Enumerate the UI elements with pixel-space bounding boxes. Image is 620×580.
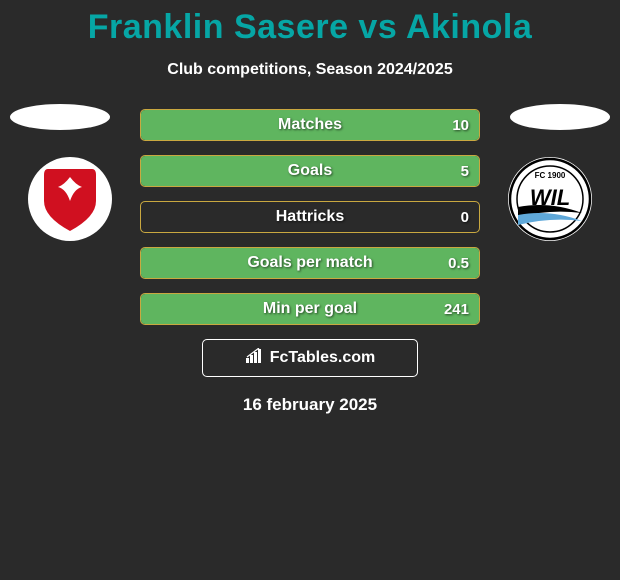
attribution-box: FcTables.com: [202, 339, 418, 377]
comparison-title: Franklin Sasere vs Akinola: [0, 0, 620, 47]
player-oval-left: [10, 104, 110, 130]
stat-label: Goals: [141, 156, 479, 186]
comparison-subtitle: Club competitions, Season 2024/2025: [0, 61, 620, 79]
club-logo-left: [20, 157, 120, 241]
stat-row-gpm: Goals per match 0.5: [140, 247, 480, 279]
attribution-text: FcTables.com: [270, 349, 376, 367]
stat-label: Hattricks: [141, 202, 479, 232]
stats-panel: Matches 10 Goals 5 Hattricks 0 Goals per…: [140, 109, 480, 325]
player-oval-right: [510, 104, 610, 130]
stat-value: 10: [452, 110, 469, 140]
stat-value: 0: [461, 202, 469, 232]
stat-value: 241: [444, 294, 469, 324]
stat-row-mpg: Min per goal 241: [140, 293, 480, 325]
club-logo-right: FC 1900 WIL: [500, 157, 600, 241]
stat-value: 0.5: [448, 248, 469, 278]
stat-row-goals: Goals 5: [140, 155, 480, 187]
stat-row-matches: Matches 10: [140, 109, 480, 141]
stat-label: Goals per match: [141, 248, 479, 278]
comparison-container: FC 1900 WIL Matches 10 Goals 5 Hattricks…: [0, 109, 620, 415]
svg-text:FC 1900: FC 1900: [535, 171, 566, 180]
stat-row-hattricks: Hattricks 0: [140, 201, 480, 233]
stat-label: Min per goal: [141, 294, 479, 324]
stat-value: 5: [461, 156, 469, 186]
stat-label: Matches: [141, 110, 479, 140]
comparison-date: 16 february 2025: [0, 395, 620, 415]
chart-icon: [245, 348, 265, 369]
